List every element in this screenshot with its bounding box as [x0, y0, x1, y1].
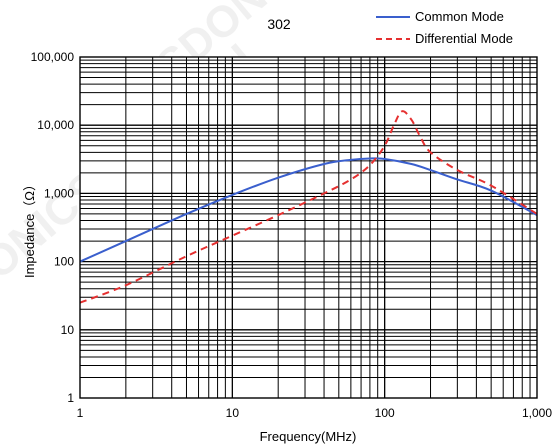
legend-label-common-mode: Common Mode: [415, 9, 504, 24]
plot-area: [80, 57, 537, 398]
y-tick-labels: 1 10 100 1,000 10,000 100,000: [31, 50, 75, 405]
y-axis-title: Impedance（Ω）: [22, 178, 37, 278]
legend: Common Mode Differential Mode: [376, 9, 513, 46]
x-axis-title: Frequency(MHz): [260, 429, 357, 444]
y-tick-label: 10,000: [37, 118, 74, 132]
x-tick-label: 1: [77, 406, 84, 420]
x-tick-label: 10: [226, 406, 240, 420]
x-tick-labels: 1 10 100 1,000: [77, 406, 553, 420]
plot-frame: [79, 56, 538, 399]
chart-title: 302: [267, 16, 291, 32]
y-tick-label: 100: [54, 255, 74, 269]
y-tick-label: 1,000: [44, 186, 74, 200]
y-tick-label: 100,000: [31, 50, 75, 64]
x-tick-label: 1,000: [522, 406, 552, 420]
y-tick-label: 10: [61, 323, 75, 337]
grid-lines: [80, 57, 537, 398]
y-tick-label: 1: [67, 391, 74, 405]
series-line-differential-mode: [79, 110, 538, 304]
series-line-common-mode: [79, 157, 538, 263]
x-tick-label: 100: [375, 406, 395, 420]
legend-label-differential-mode: Differential Mode: [415, 31, 513, 46]
series-group: [79, 110, 538, 304]
